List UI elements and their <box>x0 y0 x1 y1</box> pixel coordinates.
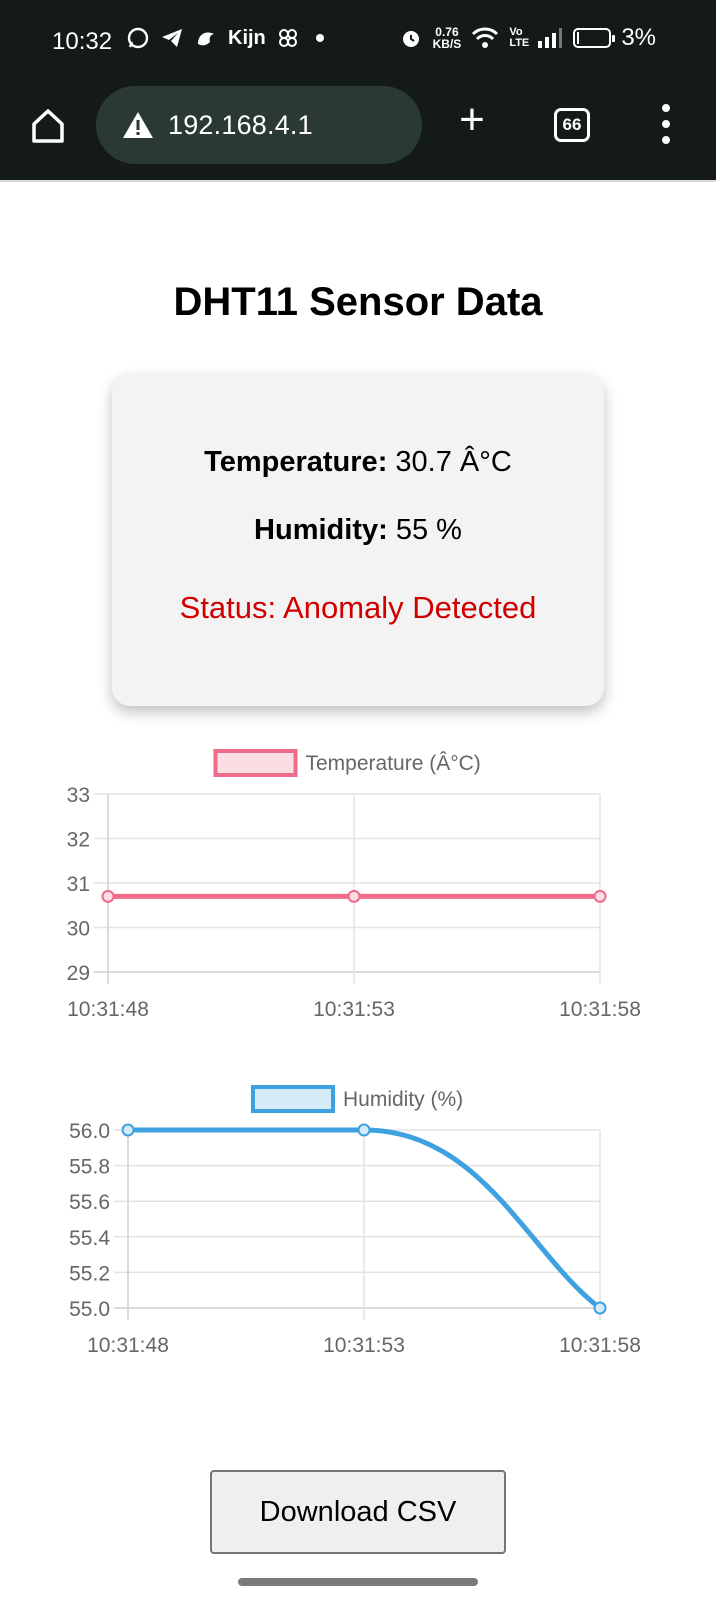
y-tick-label: 56.0 <box>69 1120 110 1143</box>
temperature-chart-svg: Temperature (Â°C) 33 32 31 30 29 10:31:48 10:31… <box>67 749 641 1021</box>
alarm-icon <box>402 31 419 47</box>
legend-label: Humidity (%) <box>343 1088 463 1111</box>
data-point <box>121 1123 135 1137</box>
pinwheel-icon <box>278 29 297 47</box>
notification-icons: Kijn <box>126 26 324 50</box>
temperature-chart: Temperature (Â°C) 33 32 31 30 29 10:31:48 10:31… <box>0 748 716 1038</box>
more-notifications-dot <box>315 34 324 42</box>
battery-icon <box>573 28 616 48</box>
x-tick-label: 10:31:48 <box>87 1334 169 1357</box>
address-bar[interactable]: 192.168.4.1 <box>96 86 422 164</box>
browser-toolbar: 192.168.4.1 + 66 <box>0 82 716 180</box>
network-speed: 0.76 KB/S <box>433 26 462 50</box>
y-tick-label: 31 <box>67 873 90 896</box>
y-tick-label: 55.0 <box>69 1298 110 1321</box>
home-icon[interactable] <box>28 106 68 146</box>
y-tick-label: 55.8 <box>69 1156 110 1179</box>
humidity-chart: Humidity (%) 56.0 55.8 55.6 55.4 55.2 55.0 10:3… <box>0 1084 716 1384</box>
bird-icon <box>198 32 214 46</box>
clock: 10:32 <box>52 28 113 55</box>
network-speed-unit: KB/S <box>432 37 462 51</box>
temperature-value: 30.7 Â°C <box>395 446 512 478</box>
legend-label: Temperature (Â°C) <box>306 752 481 775</box>
y-tick-label: 55.4 <box>69 1227 110 1250</box>
battery-percentage: 3% <box>621 24 656 51</box>
not-secure-warning-icon[interactable] <box>122 110 154 140</box>
humidity-reading: Humidity: 55 % <box>112 514 604 547</box>
legend-swatch <box>213 749 298 777</box>
data-point <box>347 889 361 903</box>
browser-menu-button[interactable] <box>656 104 676 144</box>
url-text[interactable]: 192.168.4.1 <box>168 109 313 140</box>
status-text: Status: Anomaly Detected <box>179 590 537 625</box>
data-point <box>357 1123 371 1137</box>
toolbar-divider <box>0 180 716 182</box>
download-csv-button[interactable]: Download CSV <box>210 1470 506 1554</box>
wifi-icon <box>472 27 499 48</box>
y-tick-label: 29 <box>67 962 90 985</box>
y-tick-label: 55.6 <box>69 1191 110 1214</box>
sensor-readings-card: Temperature: 30.7 Â°C Humidity: 55 % Sta… <box>112 374 604 706</box>
app-notification-text: Kijn <box>228 26 266 49</box>
series-line <box>128 1127 602 1310</box>
x-tick-label: 10:31:58 <box>559 1334 641 1357</box>
network-speed-value: 0.76 <box>435 25 459 39</box>
humidity-value: 55 % <box>395 514 462 546</box>
signal-icon <box>538 28 563 48</box>
data-point <box>593 1301 607 1315</box>
volte-icon: Vo LTE <box>509 26 530 49</box>
x-tick-label: 10:31:53 <box>323 1334 405 1357</box>
temperature-reading: Temperature: 30.7 Â°C <box>112 446 604 479</box>
page-title: DHT11 Sensor Data <box>173 280 543 324</box>
y-tick-label: 33 <box>67 784 90 807</box>
gesture-navigation-handle[interactable] <box>238 1578 478 1586</box>
humidity-label: Humidity: <box>254 514 388 546</box>
y-tick-label: 30 <box>67 918 90 941</box>
legend-swatch <box>251 1085 335 1113</box>
data-point <box>101 889 115 903</box>
telegram-icon <box>162 29 182 47</box>
y-tick-label: 55.2 <box>69 1262 110 1285</box>
system-icons: 0.76 KB/S Vo LTE 3% <box>399 24 656 52</box>
x-tick-label: 10:31:53 <box>313 998 395 1021</box>
x-tick-label: 10:31:48 <box>67 998 149 1021</box>
x-tick-label: 10:31:58 <box>559 998 641 1021</box>
data-point <box>593 889 607 903</box>
temperature-label: Temperature: <box>204 446 388 478</box>
new-tab-button[interactable]: + <box>459 95 485 144</box>
humidity-chart-svg: Humidity (%) 56.0 55.8 55.6 55.4 55.2 55.0 10:3… <box>69 1085 641 1357</box>
y-tick-label: 32 <box>67 829 90 852</box>
whatsapp-icon <box>127 27 149 49</box>
tab-switcher-button[interactable]: 66 <box>554 108 590 142</box>
status-bar: 10:32 Kijn 0.76 KB/S Vo LTE 3% <box>0 0 716 82</box>
